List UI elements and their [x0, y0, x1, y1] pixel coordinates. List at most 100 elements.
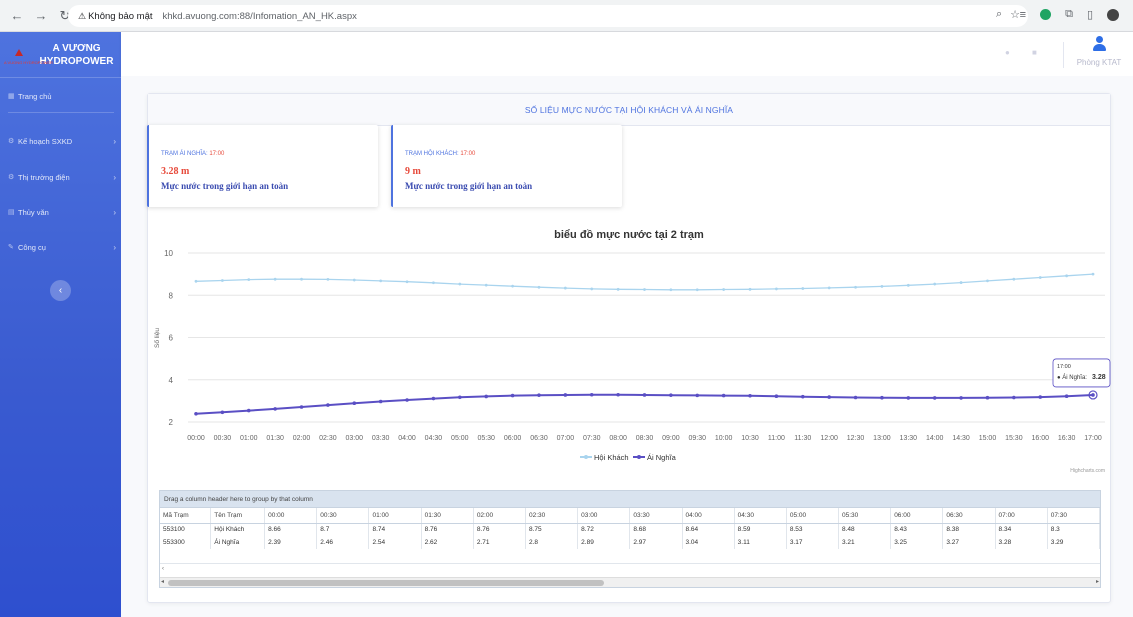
- column-header[interactable]: 03:00: [577, 508, 631, 524]
- group-panel[interactable]: Drag a column header here to group by th…: [160, 491, 1100, 508]
- forward-icon[interactable]: →: [34, 8, 48, 23]
- sidebar-toggle-button[interactable]: ‹: [50, 280, 71, 301]
- x-tick-label: 15:30: [1005, 435, 1023, 442]
- x-tick-label: 07:30: [583, 435, 601, 442]
- column-header[interactable]: 00:30: [316, 508, 370, 524]
- dashboard-icon: ▦: [8, 93, 15, 100]
- column-header[interactable]: 03:30: [629, 508, 683, 524]
- sidebar-item-label: Công cụ: [18, 242, 46, 252]
- sidebar-item-hydrology[interactable]: ▤ Thủy văn ›: [8, 205, 116, 219]
- data-point: [695, 288, 699, 292]
- station-value: 3.28 m: [161, 166, 190, 177]
- x-tick-label: 04:30: [425, 435, 443, 442]
- extensions-puzzle-icon[interactable]: ⧉: [1065, 8, 1073, 20]
- column-header[interactable]: 00:00: [264, 508, 318, 524]
- warning-icon: ⚠: [78, 10, 87, 21]
- column-header[interactable]: 01:30: [421, 508, 474, 524]
- column-header[interactable]: 01:00: [368, 508, 422, 524]
- data-point: [246, 408, 251, 413]
- y-tick-label: 8: [169, 291, 174, 300]
- sidebar-item-tools[interactable]: ✎ Công cụ ›: [8, 240, 116, 254]
- table-cell: 2.46: [316, 536, 370, 549]
- data-point: [273, 407, 277, 411]
- table-cell: 2.89: [577, 536, 631, 549]
- tooltip-value: 3.28: [1092, 374, 1106, 381]
- brand-line-1: A VƯƠNG: [52, 42, 101, 54]
- column-header[interactable]: 06:00: [890, 508, 944, 524]
- sidebar-icon[interactable]: ▯: [1086, 9, 1093, 21]
- address-bar[interactable]: ⚠ Không bảo mật khkd.avuong.com:88/Infom…: [68, 5, 1028, 27]
- gear-icon: ⚙: [8, 174, 15, 181]
- column-header[interactable]: 07:00: [995, 508, 1048, 524]
- x-tick-label: 12:30: [847, 435, 865, 442]
- profile-avatar[interactable]: [1107, 8, 1119, 21]
- scroll-left-icon[interactable]: ◂: [161, 579, 165, 585]
- data-point: [986, 279, 989, 283]
- table-cell: 2.71: [473, 536, 526, 549]
- column-header[interactable]: 06:30: [942, 508, 996, 524]
- sidebar-item-home[interactable]: ▦ Trang chủ: [8, 89, 116, 103]
- table-cell: 8.72: [577, 523, 631, 536]
- data-point: [247, 278, 251, 282]
- data-point: [431, 396, 436, 401]
- reading-list-icon[interactable]: ≡: [1019, 8, 1027, 21]
- column-header[interactable]: 02:30: [525, 508, 579, 524]
- data-point: [432, 281, 435, 285]
- extension-icon[interactable]: [1040, 9, 1052, 20]
- security-warning[interactable]: ⚠ Không bảo mật: [68, 11, 153, 22]
- data-point: [563, 393, 568, 397]
- back-icon[interactable]: ←: [10, 8, 24, 23]
- column-header[interactable]: Tên Trạm: [210, 508, 266, 524]
- data-point: [1038, 395, 1043, 399]
- envelope-icon[interactable]: ■: [1032, 48, 1037, 57]
- x-tick-label: 03:30: [372, 435, 390, 442]
- reload-icon[interactable]: ↻: [59, 7, 71, 23]
- data-point: [484, 394, 489, 399]
- x-tick-label: 13:00: [873, 435, 891, 442]
- url-text[interactable]: khkd.avuong.com:88/Infomation_AN_HK.aspx: [162, 10, 357, 22]
- water-level-chart: biểu đồ mực nước tại 2 trạm 2 4 6 8 10 Số liệu…: [152, 229, 1111, 474]
- sidebar-item-business-plan[interactable]: ⚙ Kế hoạch SXKD ›: [8, 134, 116, 148]
- data-point: [1012, 277, 1016, 281]
- y-tick-label: 2: [169, 418, 174, 427]
- user-menu[interactable]: Phòng KTAT: [1069, 36, 1129, 67]
- column-header[interactable]: Mã Trạm: [160, 508, 212, 524]
- data-point: [774, 394, 779, 399]
- data-point: [748, 287, 752, 291]
- scroll-right-icon[interactable]: ▸: [1095, 579, 1099, 585]
- zoom-icon[interactable]: ⌕: [995, 8, 1003, 20]
- topbar-divider: [1063, 42, 1064, 68]
- table-row[interactable]: 553100 Hội Khách 8.66 8.7 8.74 8.76 8.76 8.75 8.…: [160, 523, 1101, 536]
- legend-marker: [637, 455, 641, 459]
- table-cell: 8.7: [316, 523, 370, 536]
- table-cell: 2.97: [629, 536, 683, 549]
- station-time: 17:00: [460, 151, 476, 157]
- tooltip-time: 17:00: [1057, 364, 1071, 370]
- station-label: TRẠM HỘI KHÁCH: 17:00: [405, 151, 476, 157]
- horizontal-scrollbar[interactable]: ◂ ▸: [160, 577, 1100, 587]
- data-point: [985, 395, 990, 400]
- table-cell: 553100: [160, 523, 212, 536]
- x-tick-label: 05:30: [477, 435, 495, 442]
- bookmark-star-icon[interactable]: ☆: [1010, 9, 1020, 21]
- scrollbar-thumb[interactable]: [168, 580, 604, 586]
- bell-icon[interactable]: ●: [1005, 48, 1010, 57]
- brand[interactable]: A VUONG HYDROPOWER A VƯƠNG HYDROPOWER: [0, 32, 121, 78]
- sidebar-item-label: Thủy văn: [18, 207, 49, 217]
- data-point: [616, 392, 620, 397]
- column-header[interactable]: 07:30: [1047, 508, 1101, 524]
- table-cell: 3.04: [682, 536, 735, 549]
- pager-arrow[interactable]: ‹: [160, 563, 1100, 577]
- station-value: 9 m: [405, 166, 421, 177]
- x-tick-label: 00:30: [214, 435, 232, 442]
- chart-title: biểu đồ mực nước tại 2 trạm: [554, 229, 704, 241]
- column-header[interactable]: 04:00: [682, 508, 735, 524]
- x-tick-label: 09:00: [662, 435, 680, 442]
- table-cell: 8.64: [682, 523, 735, 536]
- column-header[interactable]: 05:00: [786, 508, 840, 524]
- sidebar-item-power-market[interactable]: ⚙ Thị trường điện ›: [8, 170, 116, 184]
- column-header[interactable]: 02:00: [473, 508, 526, 524]
- column-header[interactable]: 05:30: [838, 508, 892, 524]
- table-row[interactable]: 553300 Ái Nghĩa 2.39 2.46 2.54 2.62 2.71 2.8 2.8…: [160, 536, 1101, 549]
- column-header[interactable]: 04:30: [734, 508, 787, 524]
